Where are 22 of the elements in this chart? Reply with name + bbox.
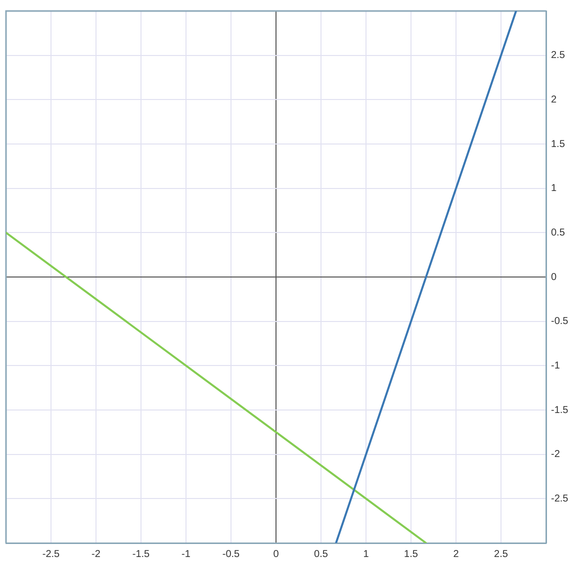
- x-tick-label: 0: [273, 548, 280, 560]
- y-tick-label: -1: [551, 360, 560, 372]
- x-tick-label: -2.5: [42, 548, 60, 560]
- x-tick-label: -0.5: [222, 548, 240, 560]
- x-tick-label: -1.5: [132, 548, 150, 560]
- x-tick-label: 0.5: [314, 548, 328, 560]
- y-tick-label: 0.5: [551, 227, 566, 238]
- x-tick-label: 1.5: [404, 548, 418, 560]
- y-tick-label: -1.5: [551, 404, 569, 416]
- y-tick-label: 2: [551, 94, 557, 106]
- y-tick-label: -2.5: [551, 493, 569, 504]
- y-tick-label: 2.5: [551, 50, 566, 62]
- x-tick-label: 2.5: [494, 548, 508, 560]
- y-tick-label: 1: [551, 183, 557, 194]
- y-tick-label: -2: [551, 449, 560, 460]
- y-tick-label: 0: [551, 272, 557, 283]
- x-tick-label: 2: [453, 548, 460, 560]
- x-tick-label: 1: [363, 548, 370, 560]
- y-tick-label: 1.5: [551, 138, 566, 150]
- x-tick-label: -2: [92, 548, 101, 560]
- y-tick-label: -0.5: [551, 316, 569, 328]
- x-tick-label: -1: [182, 548, 191, 560]
